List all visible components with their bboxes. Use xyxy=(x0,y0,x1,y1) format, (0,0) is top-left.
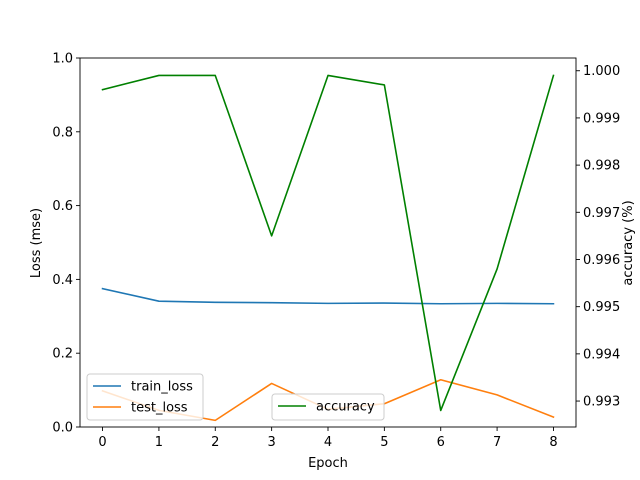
right-y-tick-label: 0.999 xyxy=(583,111,620,126)
x-tick-label: 4 xyxy=(324,435,332,450)
x-tick-label: 2 xyxy=(211,435,219,450)
x-tick-label: 7 xyxy=(493,435,501,450)
left-y-tick-label: 0.4 xyxy=(52,273,73,288)
axes: 0 1 2 3 4 5 6 7 8 0.0 0.2 0.4 0.6 0.8 1.0 0.993 0.994 0.9… xyxy=(52,52,620,451)
legend-label-train-loss: train_loss xyxy=(131,380,193,395)
right-y-tick-label: 0.998 xyxy=(583,159,620,174)
right-y-axis-label: accuracy (%) xyxy=(621,200,636,285)
legend-label-test-loss: test_loss xyxy=(131,401,188,416)
x-tick-label: 8 xyxy=(549,435,557,450)
left-y-tick-label: 1.0 xyxy=(52,52,73,67)
right-y-tick-label: 0.993 xyxy=(583,395,620,410)
x-tick-label: 6 xyxy=(437,435,445,450)
right-y-tick-label: 0.995 xyxy=(583,300,620,315)
x-tick-label: 5 xyxy=(380,435,388,450)
x-axis-label: Epoch xyxy=(308,456,348,471)
right-y-tick-label: 1.000 xyxy=(583,64,620,79)
right-y-tick-label: 0.996 xyxy=(583,253,620,268)
series-line-accuracy xyxy=(101,74,555,412)
left-y-axis-label: Loss (mse) xyxy=(29,208,44,278)
left-y-tick-label: 0.8 xyxy=(52,125,73,140)
legend-box xyxy=(271,393,385,421)
legend-label-accuracy: accuracy xyxy=(316,400,375,415)
left-y-tick-label: 0.2 xyxy=(52,347,73,362)
left-y-tick-label: 0.0 xyxy=(52,421,73,436)
left-y-tick-label: 0.6 xyxy=(52,199,73,214)
legends: train_loss test_loss accuracy xyxy=(86,373,385,421)
right-y-tick-label: 0.994 xyxy=(583,347,620,362)
x-tick-label: 3 xyxy=(267,435,275,450)
right-y-tick-label: 0.997 xyxy=(583,206,620,221)
x-tick-label: 1 xyxy=(155,435,163,450)
x-tick-label: 0 xyxy=(98,435,106,450)
series-line-train-loss xyxy=(101,287,555,305)
